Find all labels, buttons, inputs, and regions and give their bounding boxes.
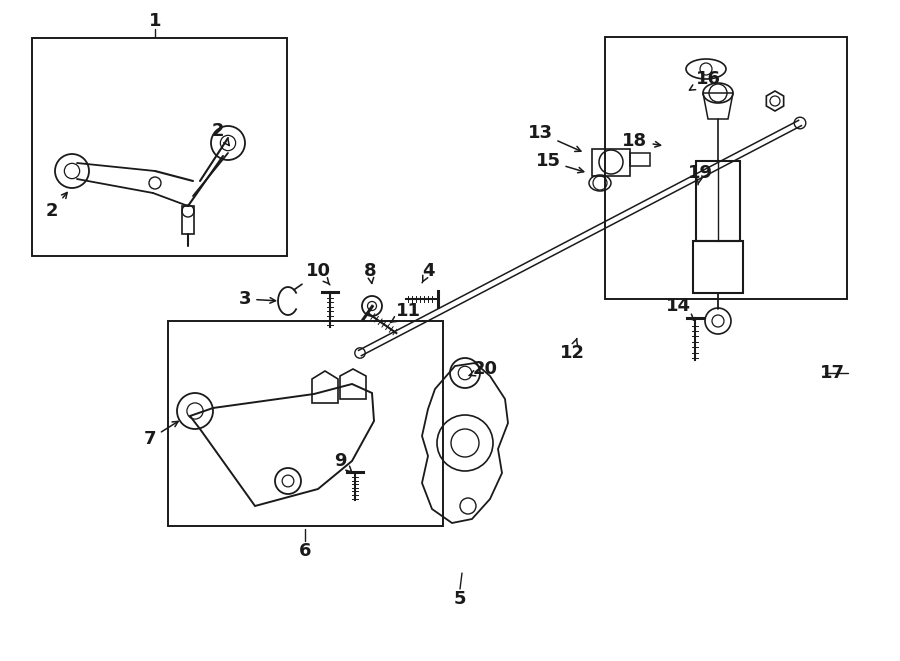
Bar — [182, 206, 194, 234]
Text: 8: 8 — [364, 262, 376, 284]
Text: 19: 19 — [688, 164, 713, 185]
Text: 1: 1 — [148, 12, 161, 30]
Bar — [696, 161, 740, 241]
Bar — [605, 37, 847, 299]
Text: 18: 18 — [623, 132, 661, 150]
Bar — [693, 241, 743, 293]
Text: 6: 6 — [299, 542, 311, 560]
Text: 11: 11 — [391, 302, 420, 323]
Text: 16: 16 — [689, 70, 721, 90]
Text: 3: 3 — [238, 290, 275, 308]
Text: 17: 17 — [820, 364, 844, 382]
Bar — [168, 321, 443, 526]
Text: 10: 10 — [305, 262, 330, 285]
Text: 2: 2 — [212, 122, 230, 145]
Text: 7: 7 — [144, 421, 178, 448]
Text: 12: 12 — [560, 338, 584, 362]
Text: 13: 13 — [527, 124, 580, 151]
Text: 20: 20 — [469, 360, 498, 378]
Text: 9: 9 — [334, 452, 352, 472]
Text: 15: 15 — [536, 152, 584, 173]
Bar — [32, 38, 287, 256]
Text: 14: 14 — [665, 297, 694, 320]
Text: 5: 5 — [454, 590, 466, 608]
Text: 2: 2 — [46, 192, 68, 220]
Text: 4: 4 — [422, 262, 434, 283]
